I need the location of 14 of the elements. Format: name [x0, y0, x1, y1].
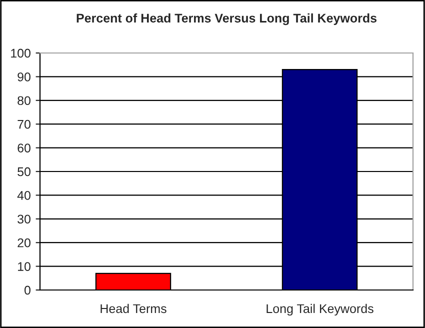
- y-tick-label: 80: [18, 96, 30, 106]
- y-tick-label: 60: [18, 144, 30, 152]
- y-tick-label: 0: [24, 286, 30, 295]
- y-tick-label: 10: [18, 262, 30, 271]
- x-tick-label: Head Terms: [100, 304, 166, 314]
- y-tick-label: 40: [17, 191, 30, 200]
- y-tick-label: 20: [18, 238, 30, 248]
- y-tick-label: 90: [18, 72, 30, 82]
- x-tick-label: Long Tail Keywords: [266, 304, 374, 316]
- y-tick-label: 30: [18, 214, 30, 224]
- chart-title: Percent of Head Terms Versus Long Tail Keywords: [76, 13, 377, 26]
- y-tick-label: 70: [18, 120, 30, 129]
- y-tick-label: 50: [18, 167, 30, 176]
- y-tick-label: 100: [11, 48, 30, 58]
